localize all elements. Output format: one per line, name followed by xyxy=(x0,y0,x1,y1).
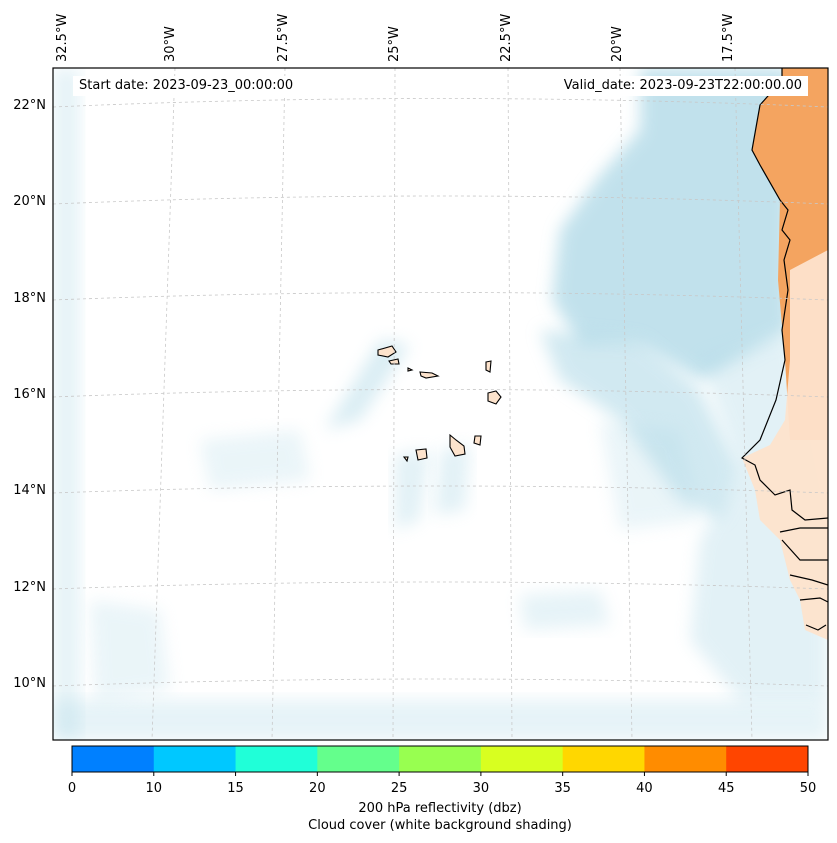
lon-label-20w: 20°W xyxy=(610,26,625,62)
colorbar-segment xyxy=(562,746,645,772)
map-gridlines xyxy=(53,68,828,740)
coastline xyxy=(741,68,828,631)
lon-label-27-5w: 27.5°W xyxy=(276,13,291,62)
cape-verde-islands xyxy=(377,345,502,463)
lon-label-17-5w: 17.5°W xyxy=(721,13,736,62)
colorbar-tick-label: 45 xyxy=(717,781,735,796)
colorbar-segment xyxy=(317,746,400,772)
colorbar-segment xyxy=(480,746,564,772)
colorbar-frame xyxy=(71,745,809,773)
colorbar-sublabel: Cloud cover (white background shading) xyxy=(308,818,572,833)
colorbar-tick-label: 20 xyxy=(309,781,326,796)
colorbar-segment xyxy=(235,746,318,772)
colorbar-segment xyxy=(726,746,809,772)
lon-label-30w: 30°W xyxy=(163,26,178,62)
colorbar-tick-label: 40 xyxy=(636,781,653,796)
start-date-label: Start date: 2023-09-23_00:00:00 xyxy=(73,76,300,96)
lon-label-22-5w: 22.5°W xyxy=(499,13,514,62)
map-frame xyxy=(52,67,829,741)
colorbar-segment xyxy=(644,746,727,772)
colorbar-tick-label: 25 xyxy=(390,781,408,796)
colorbar-tick-label: 35 xyxy=(554,781,571,796)
africa-land-pale xyxy=(742,250,828,640)
colorbar-tick-label: 10 xyxy=(145,781,163,796)
colorbar-segment xyxy=(153,746,237,772)
colorbar-tick-label: 15 xyxy=(227,781,244,796)
lat-label-10n: 10°N xyxy=(13,676,46,691)
colorbar-tick-label: 50 xyxy=(799,781,817,796)
lon-label-32-5w: 32.5°W xyxy=(55,13,70,62)
colorbar-segment xyxy=(399,746,482,772)
colorbar-segment xyxy=(72,746,155,772)
lat-label-16n: 16°N xyxy=(13,387,46,402)
lat-label-14n: 14°N xyxy=(13,483,46,498)
lat-label-20n: 20°N xyxy=(13,194,46,209)
colorbar-tick-label: 0 xyxy=(67,781,77,796)
lat-label-22n: 22°N xyxy=(13,98,46,113)
lat-label-12n: 12°N xyxy=(13,580,46,595)
lon-label-25w: 25°W xyxy=(387,26,402,62)
cloud-cover-shading xyxy=(53,68,828,740)
lat-label-18n: 18°N xyxy=(13,291,46,306)
colorbar xyxy=(71,745,809,776)
colorbar-tick-label: 30 xyxy=(472,781,490,796)
valid-date-label: Valid_date: 2023-09-23T22:00:00.00 xyxy=(557,76,808,96)
colorbar-label: 200 hPa reflectivity (dbz) xyxy=(358,801,522,816)
